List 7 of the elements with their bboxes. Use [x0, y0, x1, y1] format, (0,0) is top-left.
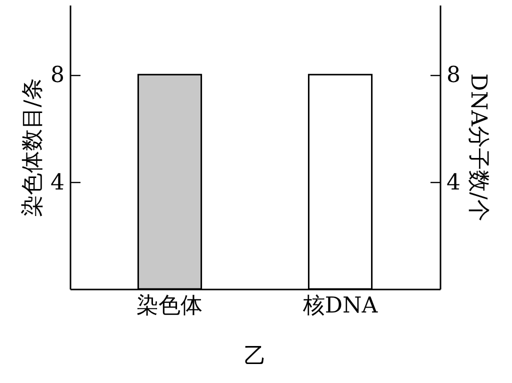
x-tick-label: 核DNA [302, 294, 379, 318]
x-tick-label: 染色体 [136, 294, 203, 318]
y-axis-title: 染色体数目/条 [20, 78, 46, 218]
text: 乙 [244, 344, 266, 369]
y2-tick-label: 8 [446, 63, 460, 88]
y2-axis-title: DNA分子数/个 [465, 73, 490, 222]
y2-tick-label: 4 [446, 170, 460, 196]
